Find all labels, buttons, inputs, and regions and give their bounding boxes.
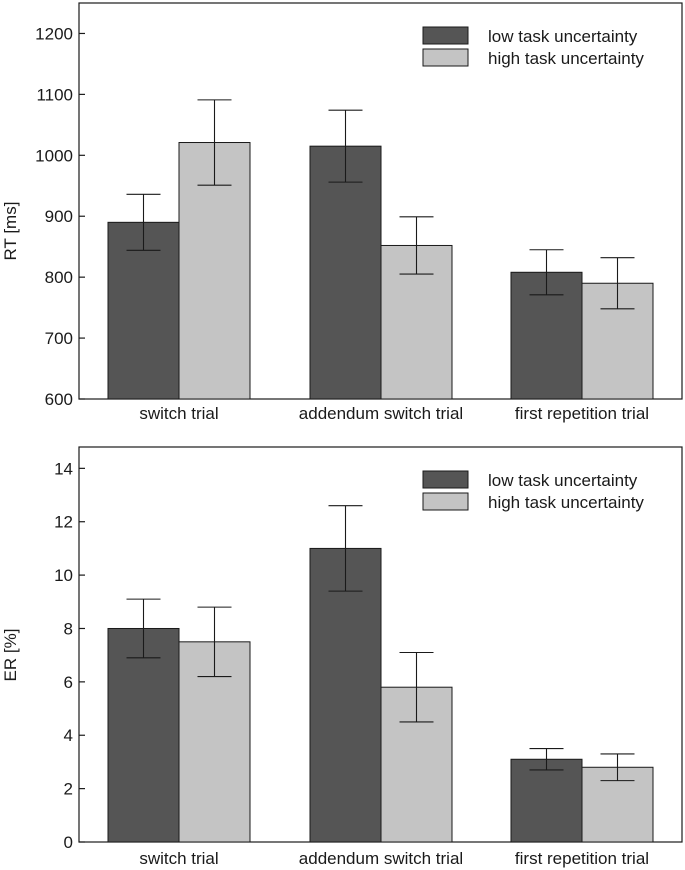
er-legend-label-low: low task uncertainty [488, 471, 638, 490]
rt-bars [107, 142, 654, 400]
er-legend-label-high: high task uncertainty [488, 493, 644, 512]
rt-error-bars [126, 99, 635, 310]
rt-y-tick-label: 1000 [35, 146, 73, 165]
er-bar-low-0 [107, 627, 180, 843]
er-error-bar-low-1 [328, 505, 363, 592]
rt-y-axis-title: RT [ms] [1, 202, 20, 261]
rt-error-bar-high-0 [197, 99, 232, 186]
rt-y-tick-label: 800 [45, 268, 73, 287]
rt-error-bar-high-1 [399, 216, 434, 275]
er-error-bars [126, 505, 635, 782]
er-y-axis-title: ER [%] [1, 629, 20, 682]
er-y-tick-label: 12 [54, 513, 73, 532]
rt-legend-swatch-low [422, 26, 469, 45]
er-y-tick-label: 2 [64, 780, 73, 799]
rt-category-label-switch: switch trial [139, 404, 218, 423]
er-bar-low-2 [510, 758, 583, 843]
rt-error-bar-low-1 [328, 109, 363, 183]
er-y-ticks: 0 2 4 6 8 10 12 14 [54, 459, 85, 852]
rt-error-bar-low-0 [126, 193, 161, 251]
er-y-tick-label: 14 [54, 459, 73, 478]
rt-legend-swatch-high [422, 48, 469, 67]
er-error-bar-high-2 [600, 753, 635, 782]
er-y-tick-label: 6 [64, 673, 73, 692]
er-error-bar-low-0 [126, 598, 161, 659]
rt-bar-low-1 [309, 145, 382, 400]
rt-y-tick-label: 700 [45, 329, 73, 348]
er-y-tick-label: 0 [64, 833, 73, 852]
rt-category-label-first-repetition: first repetition trial [515, 404, 649, 423]
rt-panel: 600 700 800 900 1000 1100 1200 RT [ms] switch … [1, 2, 683, 423]
er-legend-swatch-low [422, 470, 469, 489]
er-category-label-first-repetition: first repetition trial [515, 849, 649, 868]
er-error-bar-low-2 [529, 748, 564, 771]
er-legend-swatch-high [422, 492, 469, 511]
er-y-tick-label: 8 [64, 619, 73, 638]
er-y-tick-label: 10 [54, 566, 73, 585]
rt-error-bar-high-2 [600, 257, 635, 310]
er-bar-low-1 [309, 547, 382, 843]
rt-error-bar-low-2 [529, 249, 564, 296]
rt-legend: low task uncertainty high task uncertain… [422, 26, 644, 68]
rt-bar-low-0 [107, 221, 180, 400]
rt-y-tick-label: 600 [45, 390, 73, 409]
er-legend: low task uncertainty high task uncertain… [422, 470, 644, 512]
rt-y-tick-label: 1200 [35, 24, 73, 43]
er-y-tick-label: 4 [64, 726, 73, 745]
er-error-bar-high-0 [197, 606, 232, 678]
er-category-label-switch: switch trial [139, 849, 218, 868]
er-bars [107, 547, 654, 843]
er-category-label-addendum: addendum switch trial [299, 849, 463, 868]
rt-y-ticks: 600 700 800 900 1000 1100 1200 [35, 24, 85, 409]
er-error-bar-high-1 [399, 651, 434, 723]
er-panel: 0 2 4 6 8 10 12 14 ER [%] switch trial addendum… [1, 446, 683, 868]
rt-category-label-addendum: addendum switch trial [299, 404, 463, 423]
rt-legend-label-high: high task uncertainty [488, 49, 644, 68]
rt-y-tick-label: 1100 [36, 85, 73, 104]
rt-legend-label-low: low task uncertainty [488, 27, 638, 46]
rt-y-tick-label: 900 [45, 207, 73, 226]
